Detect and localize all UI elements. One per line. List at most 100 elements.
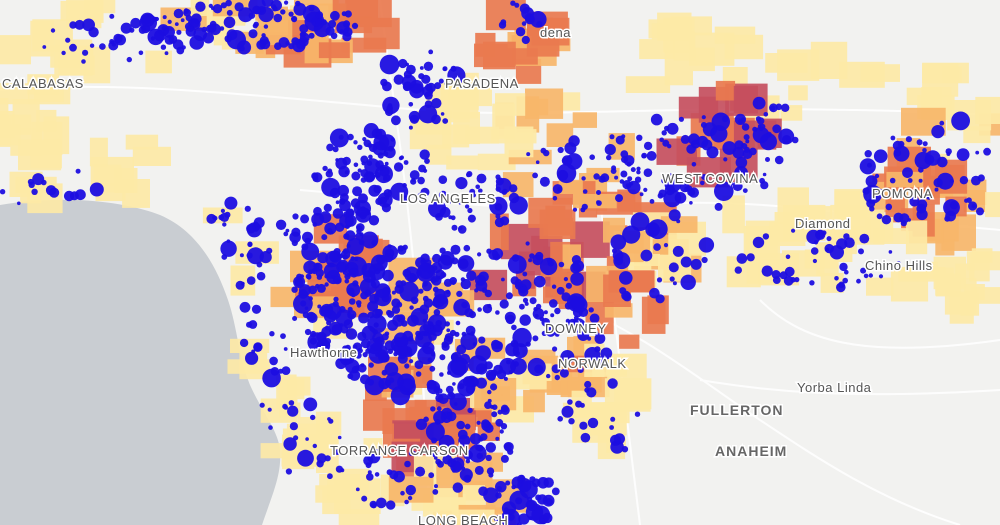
data-dot (600, 347, 613, 360)
data-dot (535, 251, 544, 261)
data-dot (469, 433, 482, 445)
data-dot (661, 130, 667, 136)
data-dot (300, 214, 310, 224)
data-dot (81, 59, 86, 64)
data-dot (672, 281, 677, 286)
data-dot (126, 56, 132, 63)
data-dot (619, 287, 627, 295)
data-dot (347, 373, 354, 380)
data-dot (444, 195, 453, 205)
data-dot (522, 271, 528, 277)
data-dot (557, 186, 563, 192)
census-tract (975, 96, 1000, 124)
data-dot (641, 152, 648, 159)
data-dot (310, 414, 316, 421)
data-dot (164, 51, 169, 56)
data-dot (580, 432, 591, 443)
data-dot (324, 222, 337, 235)
data-dot (558, 261, 565, 268)
data-dot (890, 135, 896, 141)
data-dot (604, 144, 616, 156)
data-dot (351, 171, 361, 181)
data-dot (438, 175, 448, 184)
census-tract (58, 55, 95, 76)
data-dot (610, 416, 616, 422)
data-dot (862, 187, 870, 195)
data-dot (663, 243, 669, 248)
data-dot (291, 227, 301, 237)
data-dot (620, 170, 628, 178)
data-dot (180, 18, 185, 23)
census-tract (446, 155, 479, 170)
data-dot (774, 155, 784, 165)
data-dot (457, 378, 476, 397)
data-dot (288, 11, 294, 17)
data-dot (374, 472, 380, 477)
data-dot (366, 338, 383, 355)
data-dot (434, 288, 446, 300)
data-dot (667, 173, 673, 179)
data-dot (505, 292, 513, 300)
data-dot (446, 328, 451, 333)
data-dot (949, 201, 959, 210)
data-dot (160, 44, 167, 50)
data-dot (934, 187, 939, 192)
data-dot (365, 462, 372, 469)
data-dot (925, 192, 933, 200)
data-dot (594, 346, 601, 353)
census-tract (722, 195, 745, 234)
data-dot (487, 389, 492, 395)
data-dot (359, 278, 377, 295)
data-dot (303, 397, 318, 412)
census-tract (318, 42, 350, 59)
data-dot (210, 6, 215, 11)
data-dot (259, 36, 269, 45)
data-dot (348, 298, 356, 305)
census-tract (558, 179, 583, 194)
label-anaheim: ANAHEIM (715, 443, 787, 459)
data-dot (630, 167, 636, 173)
data-dot (759, 177, 765, 184)
data-dot (464, 423, 471, 430)
data-dot (567, 318, 578, 329)
data-dot (622, 292, 632, 302)
data-dot (659, 137, 664, 143)
label-pasadena-partial: dena (540, 25, 571, 40)
data-dot (859, 158, 876, 175)
data-dot (485, 454, 492, 462)
data-dot (464, 204, 470, 209)
data-dot (317, 304, 322, 309)
census-tract (43, 116, 70, 155)
data-dot (419, 66, 424, 70)
data-dot (634, 176, 642, 183)
data-dot (752, 126, 758, 132)
data-dot (269, 331, 275, 337)
data-dot (878, 274, 884, 279)
data-dot (918, 167, 924, 173)
data-dot (435, 213, 443, 221)
data-dot (468, 355, 488, 375)
census-tract (230, 338, 270, 353)
data-dot (315, 268, 324, 278)
data-dot (535, 303, 542, 310)
census-tract (960, 293, 980, 316)
census-tract (573, 194, 617, 209)
data-dot (918, 178, 923, 183)
data-dot (949, 179, 954, 184)
data-dot (532, 335, 539, 342)
data-dot (836, 238, 848, 250)
data-dot (450, 460, 462, 473)
data-dot (418, 164, 426, 173)
data-dot (355, 207, 372, 223)
data-dot (543, 477, 554, 488)
data-dot (556, 163, 577, 184)
data-dot (445, 289, 451, 295)
data-dot (341, 11, 347, 17)
data-dot (224, 196, 238, 210)
data-dot (812, 258, 818, 264)
data-dot (357, 363, 367, 373)
data-dot (428, 321, 434, 326)
census-tract (788, 85, 808, 101)
data-dot (324, 325, 330, 331)
